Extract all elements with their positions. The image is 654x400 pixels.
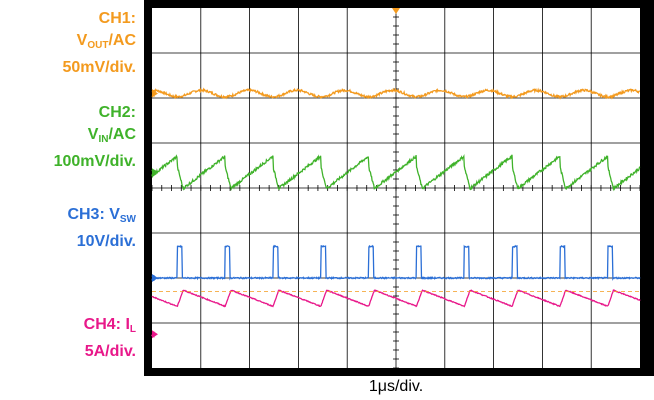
scope-grid — [151, 7, 641, 369]
ch1-v: V — [76, 32, 88, 49]
time-scale-label: 1μs/div. — [368, 378, 424, 395]
scope-traces — [151, 87, 641, 308]
ch1-signal: VOUT/AC — [62, 30, 136, 57]
ch1-sub: OUT — [87, 40, 109, 51]
ch3-signal: CH3: VSW — [67, 204, 136, 231]
ch3-sub: SW — [119, 214, 136, 225]
ch1-marker-label: 1 — [151, 90, 156, 99]
ch3-label: CH3: VSW 10V/div. — [67, 204, 136, 253]
ch4-label: CH4: IL 5A/div. — [84, 314, 136, 363]
ch4-title: CH4: I — [83, 316, 130, 333]
ch2-scale: 100mV/div. — [53, 153, 136, 170]
ch3-trace — [151, 244, 641, 282]
ch2-label: CH2: VIN/AC 100mV/div. — [54, 102, 136, 173]
ch4-sub: L — [129, 324, 136, 335]
ch2-marker-label: 2 — [151, 168, 156, 177]
ch1-title: CH1: — [98, 10, 136, 27]
ch3-marker-label: 3 — [151, 274, 156, 283]
ch2-suffix: /AC — [108, 126, 136, 143]
ch4-ground-marker — [152, 330, 158, 339]
ch2-signal: VIN/AC — [54, 124, 136, 151]
ch1-trace — [151, 87, 640, 100]
ch2-ground-marker — [152, 168, 158, 177]
ch3-ground-marker — [152, 274, 158, 282]
ch4-marker-label: 4 — [151, 330, 156, 339]
ch4-trace — [151, 289, 641, 308]
channel-markers: 1 2 3 4 — [151, 89, 158, 339]
ch3-title: CH3: V — [67, 206, 120, 223]
ch3-scale: 10V/div. — [76, 233, 136, 250]
oscilloscope-display: 1 2 3 4 — [144, 0, 654, 376]
ch2-trace — [151, 154, 641, 192]
trigger-marker — [392, 8, 400, 14]
ch2-title: CH2: — [98, 104, 136, 121]
ch4-scale: 5A/div. — [84, 343, 136, 360]
ch1-label: CH1: VOUT/AC 50mV/div. — [62, 8, 136, 79]
ch1-scale: 50mV/div. — [62, 59, 136, 76]
ch2-sub: IN — [98, 134, 109, 145]
ch2-v: V — [87, 126, 99, 143]
ch4-signal: CH4: IL — [84, 314, 136, 341]
ch1-ground-marker — [152, 89, 158, 98]
ch1-suffix: /AC — [108, 32, 136, 49]
